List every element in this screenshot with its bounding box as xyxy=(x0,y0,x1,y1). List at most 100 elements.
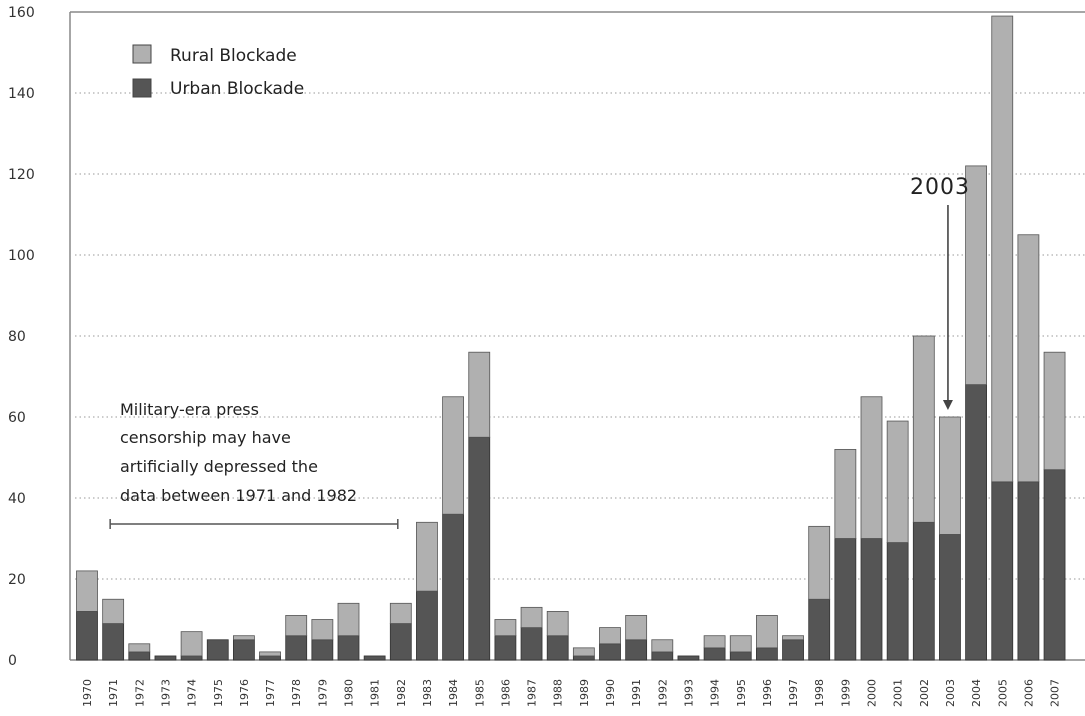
x-tick-label: 1986 xyxy=(499,679,512,707)
x-tick-label: 2003 xyxy=(944,679,957,707)
bar-rural-1992 xyxy=(651,639,674,653)
x-tick-label: 2002 xyxy=(918,679,931,707)
legend: Rural Blockade Urban Blockade xyxy=(132,44,304,99)
x-tick-label: 1984 xyxy=(447,679,460,707)
bar-urban-1985 xyxy=(468,436,491,661)
bar-rural-2004 xyxy=(965,165,987,385)
bar-urban-1982 xyxy=(389,623,412,661)
x-tick-label: 1976 xyxy=(238,679,251,707)
bar-rural-1991 xyxy=(625,615,648,641)
bar-rural-1979 xyxy=(311,619,334,641)
bar-rural-1983 xyxy=(416,521,438,592)
bar-urban-2006 xyxy=(1017,481,1040,661)
bar-rural-1994 xyxy=(703,635,726,649)
y-tick-label: 20 xyxy=(8,572,26,588)
legend-swatch-urban xyxy=(132,78,152,98)
legend-label-urban: Urban Blockade xyxy=(170,79,304,99)
bar-rural-1985 xyxy=(468,351,491,438)
y-tick-label: 0 xyxy=(8,653,17,669)
x-tick-label: 1985 xyxy=(473,679,486,707)
bar-rural-1990 xyxy=(599,627,621,645)
y-tick-label: 100 xyxy=(8,248,35,264)
bar-rural-1976 xyxy=(232,635,255,641)
bar-urban-1973 xyxy=(154,655,177,661)
y-tick-label: 60 xyxy=(8,410,26,426)
x-tick-label: 1975 xyxy=(212,679,225,707)
bar-urban-1991 xyxy=(625,639,648,661)
bar-rural-1978 xyxy=(285,615,308,637)
bar-urban-2004 xyxy=(965,384,987,661)
x-tick-label: 1991 xyxy=(630,679,643,707)
x-tick-label: 1982 xyxy=(395,679,408,707)
bars-layer xyxy=(76,15,1066,661)
x-tick-label: 1998 xyxy=(813,679,826,707)
x-labels-layer: 1970 1971 1972 1973 1974 1975 1976 1977 1978 1979… xyxy=(81,679,1062,707)
bar-urban-2005 xyxy=(991,481,1014,661)
censorship-note-line-4: data between 1971 and 1982 xyxy=(120,486,357,505)
x-tick-label: 2007 xyxy=(1049,679,1062,707)
bar-urban-1999 xyxy=(834,538,857,661)
bar-urban-1997 xyxy=(782,639,804,661)
bar-urban-1988 xyxy=(546,635,569,661)
bar-rural-1995 xyxy=(729,635,752,653)
bar-urban-2000 xyxy=(860,538,883,661)
bar-rural-1996 xyxy=(756,615,778,649)
bar-urban-1986 xyxy=(494,635,517,661)
x-tick-label: 1995 xyxy=(735,679,748,707)
x-tick-label: 1987 xyxy=(526,679,539,707)
bar-rural-1982 xyxy=(389,602,412,624)
bar-rural-1972 xyxy=(128,643,151,653)
bar-urban-1990 xyxy=(599,643,621,661)
bar-urban-1975 xyxy=(206,639,229,661)
bar-urban-1984 xyxy=(442,513,465,661)
x-tick-label: 1988 xyxy=(552,679,565,707)
censorship-note-line-2: censorship may have xyxy=(120,428,291,447)
arrow-head xyxy=(942,400,953,410)
bar-urban-1995 xyxy=(729,651,752,661)
bar-urban-1983 xyxy=(416,590,438,661)
bar-rural-2001 xyxy=(886,420,909,543)
x-tick-label: 2006 xyxy=(1022,679,1035,707)
bar-rural-1986 xyxy=(494,619,517,637)
censorship-annotation: Military-era press censorship may have a… xyxy=(109,400,399,529)
x-tick-label: 1970 xyxy=(81,679,94,707)
bar-rural-1999 xyxy=(834,448,857,539)
bar-rural-1998 xyxy=(808,525,831,600)
bar-rural-1989 xyxy=(572,647,595,657)
y-tick-label: 80 xyxy=(8,329,26,345)
bar-urban-1996 xyxy=(756,647,778,661)
x-tick-label: 1994 xyxy=(709,679,722,707)
bar-urban-1972 xyxy=(128,651,151,661)
bar-urban-1981 xyxy=(363,655,386,661)
bar-urban-2001 xyxy=(886,542,909,661)
y-tick-label: 120 xyxy=(8,167,35,183)
bar-urban-1976 xyxy=(232,639,255,661)
bar-rural-1974 xyxy=(180,631,203,657)
bar-urban-1987 xyxy=(520,627,543,661)
bar-urban-1971 xyxy=(102,623,125,661)
bar-rural-1997 xyxy=(782,635,804,641)
y-tick-label: 160 xyxy=(8,5,35,21)
bar-rural-2003 xyxy=(939,416,961,535)
x-tick-label: 1996 xyxy=(761,679,774,707)
x-tick-label: 2001 xyxy=(892,679,905,707)
x-tick-label: 2004 xyxy=(970,679,983,707)
bar-rural-1988 xyxy=(546,611,569,637)
bar-rural-1977 xyxy=(259,651,281,657)
bar-rural-2007 xyxy=(1043,351,1066,471)
bar-urban-2002 xyxy=(912,521,935,661)
year-arrow-annotation: 2003 xyxy=(910,175,969,410)
x-tick-label: 1990 xyxy=(604,679,617,707)
bar-rural-2002 xyxy=(912,335,935,523)
x-tick-label: 1983 xyxy=(421,679,434,707)
bar-urban-1993 xyxy=(677,655,700,661)
x-tick-label: 1999 xyxy=(839,679,852,707)
bar-rural-1970 xyxy=(76,570,98,612)
x-tick-label: 1973 xyxy=(159,679,172,707)
bar-urban-1970 xyxy=(76,611,98,661)
censorship-note-line-1: Military-era press xyxy=(120,400,259,419)
bar-rural-2005 xyxy=(991,15,1014,483)
x-tick-label: 1989 xyxy=(578,679,591,707)
bar-rural-1980 xyxy=(337,602,360,637)
